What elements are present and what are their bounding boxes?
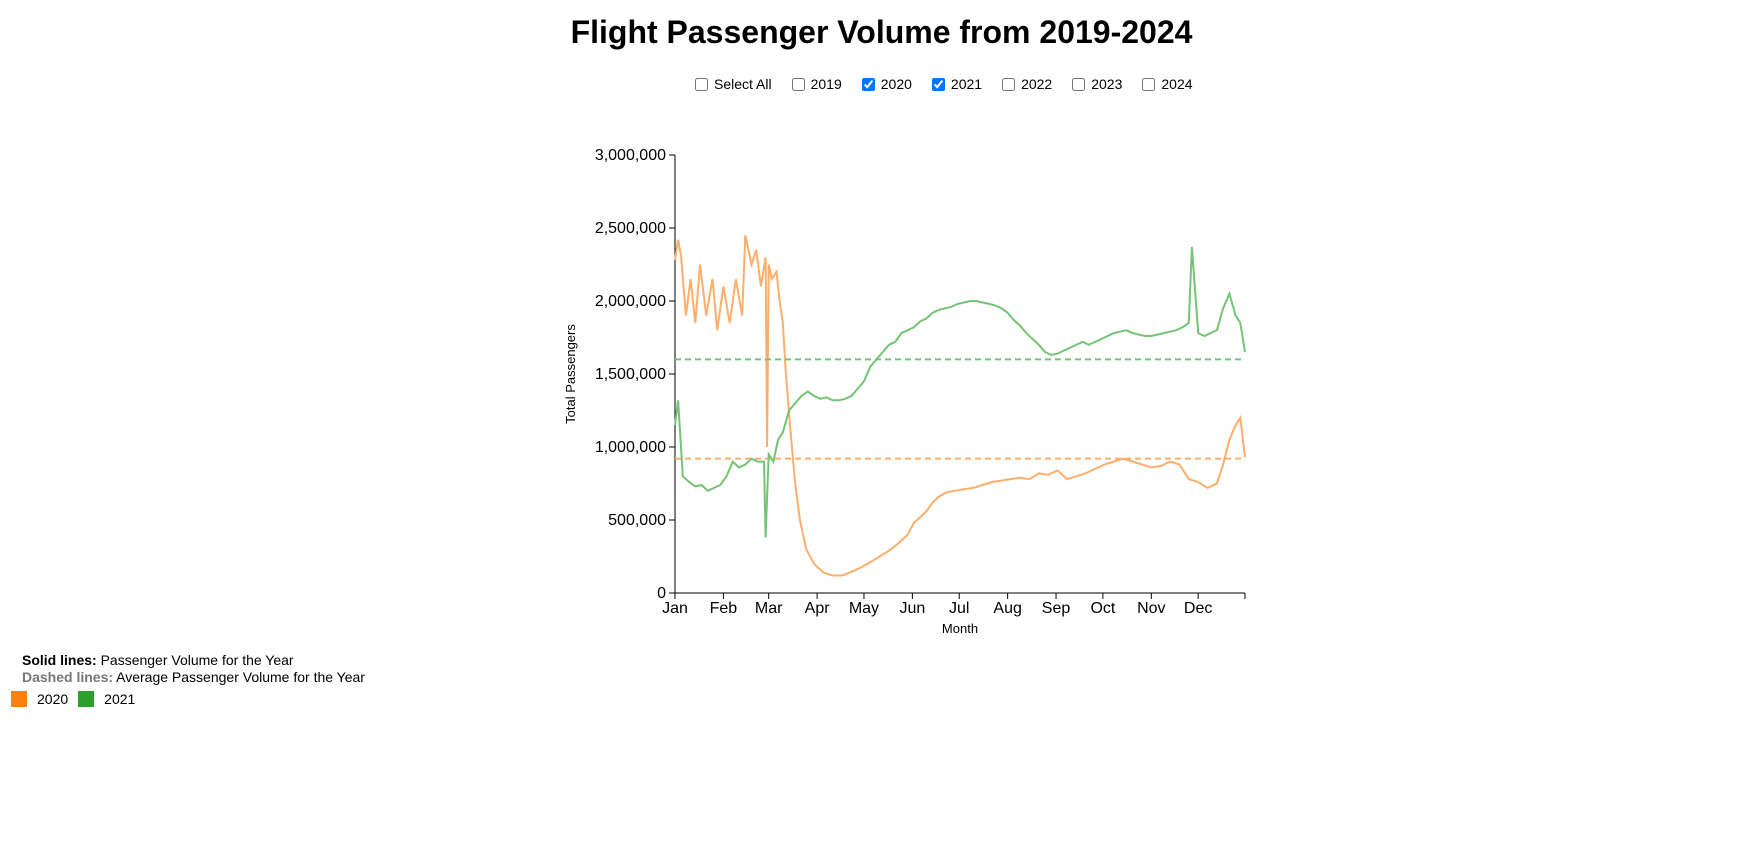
y-tick-label: 2,000,000 bbox=[595, 293, 666, 310]
chart-notes: Solid lines: Passenger Volume for the Ye… bbox=[22, 652, 365, 686]
legend-swatch-2020 bbox=[11, 691, 27, 707]
filter-label: 2023 bbox=[1091, 76, 1123, 92]
filter-label: 2024 bbox=[1161, 76, 1193, 92]
x-tick-label: Mar bbox=[755, 600, 783, 617]
checkbox-select-all[interactable] bbox=[695, 77, 708, 91]
solid-lines-key: Solid lines: bbox=[22, 652, 97, 668]
page-title: Flight Passenger Volume from 2019-2024 bbox=[570, 14, 1193, 50]
x-tick-label: May bbox=[849, 600, 879, 617]
filter-2021[interactable]: 2021 bbox=[931, 76, 983, 92]
x-tick-label: Jun bbox=[899, 600, 925, 617]
filter-label: Select All bbox=[714, 76, 772, 92]
series-line-2020 bbox=[674, 235, 1246, 577]
checkbox-2020[interactable] bbox=[861, 77, 875, 91]
x-tick-label: Dec bbox=[1184, 600, 1212, 617]
solid-lines-text: Passenger Volume for the Year bbox=[96, 652, 294, 668]
line-chart: 0 500,000 1,000,000 1,500,000 2,000,000 2,500… bbox=[563, 147, 1246, 636]
checkbox-2023[interactable] bbox=[1072, 77, 1086, 91]
filter-label: 2022 bbox=[1021, 76, 1053, 92]
filter-label: 2020 bbox=[880, 76, 912, 92]
filter-2022[interactable]: 2022 bbox=[1002, 76, 1052, 92]
legend-item-2021: 2021 bbox=[78, 691, 135, 707]
solid-lines-note: Solid lines: Passenger Volume for the Ye… bbox=[22, 652, 365, 669]
filter-2024[interactable]: 2024 bbox=[1142, 76, 1193, 92]
y-tick-label: 2,500,000 bbox=[595, 220, 666, 237]
checkbox-2019[interactable] bbox=[791, 77, 805, 91]
dashed-lines-text: Average Passenger Volume for the Year bbox=[113, 669, 365, 685]
x-tick-label: Sep bbox=[1042, 600, 1071, 617]
x-tick-label: Jan bbox=[662, 600, 688, 617]
y-tick-label: 1,000,000 bbox=[595, 439, 666, 456]
legend-item-2020: 2020 bbox=[11, 691, 68, 707]
year-filter: Select All 2019 2020 2021 2022 2023 2024 bbox=[695, 76, 1193, 92]
x-axis-title: Month bbox=[942, 621, 978, 636]
filter-2023[interactable]: 2023 bbox=[1072, 76, 1122, 92]
dashed-lines-note: Dashed lines: Average Passenger Volume f… bbox=[22, 669, 365, 686]
legend-swatch-2021 bbox=[78, 691, 95, 707]
checkbox-2024[interactable] bbox=[1142, 77, 1156, 91]
chart-legend: 2020 2021 bbox=[11, 691, 145, 707]
x-tick-label: Aug bbox=[993, 600, 1021, 617]
checkbox-2022[interactable] bbox=[1002, 77, 1016, 91]
y-tick-label: 1,500,000 bbox=[595, 366, 666, 383]
dashed-lines-key: Dashed lines: bbox=[22, 669, 114, 685]
filter-label: 2019 bbox=[810, 76, 842, 92]
filter-label: 2021 bbox=[950, 76, 983, 92]
y-tick-label: 500,000 bbox=[608, 512, 666, 529]
legend-label: 2020 bbox=[37, 691, 69, 707]
filter-2020[interactable]: 2020 bbox=[861, 76, 912, 92]
x-tick-label: Jul bbox=[949, 600, 969, 617]
filter-2019[interactable]: 2019 bbox=[791, 76, 842, 92]
x-tick-label: Nov bbox=[1137, 600, 1165, 617]
y-tick-label: 0 bbox=[657, 585, 666, 602]
checkbox-2021[interactable] bbox=[931, 77, 945, 91]
legend-label: 2021 bbox=[104, 691, 136, 707]
series-line-2021 bbox=[674, 246, 1246, 538]
y-axis-title: Total Passengers bbox=[563, 324, 578, 424]
x-tick-label: Oct bbox=[1090, 600, 1115, 617]
filter-select-all[interactable]: Select All bbox=[695, 76, 772, 92]
x-tick-label: Apr bbox=[805, 600, 831, 617]
x-tick-label: Feb bbox=[710, 600, 738, 617]
y-tick-label: 3,000,000 bbox=[595, 147, 666, 164]
